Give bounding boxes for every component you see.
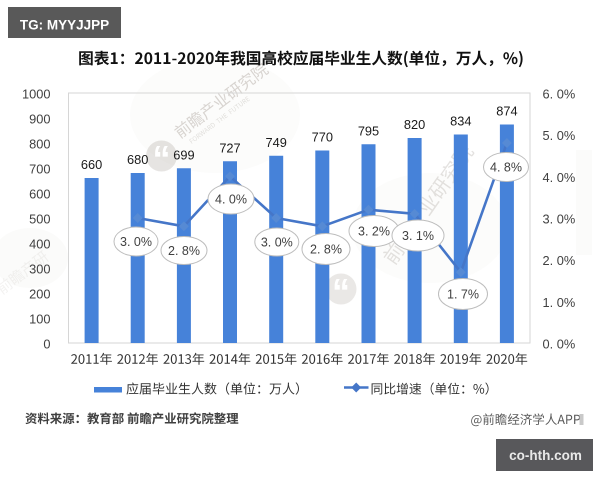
svg-text:“: “ bbox=[153, 138, 171, 179]
svg-text:4. 0%: 4. 0% bbox=[543, 170, 576, 185]
svg-text:5. 0%: 5. 0% bbox=[543, 128, 576, 143]
svg-text:0: 0 bbox=[43, 337, 50, 352]
svg-text:4. 8%: 4. 8% bbox=[490, 161, 522, 175]
svg-text:600: 600 bbox=[29, 187, 50, 202]
svg-text:820: 820 bbox=[404, 117, 425, 132]
svg-text:900: 900 bbox=[29, 112, 50, 127]
svg-text:680: 680 bbox=[127, 152, 148, 167]
svg-text:100: 100 bbox=[29, 312, 50, 327]
svg-text:770: 770 bbox=[312, 130, 333, 145]
svg-text:699: 699 bbox=[173, 147, 194, 162]
svg-text:2. 0%: 2. 0% bbox=[543, 253, 576, 268]
svg-text:1000: 1000 bbox=[22, 87, 50, 102]
svg-text:“: “ bbox=[332, 271, 350, 312]
svg-text:0. 0%: 0. 0% bbox=[543, 337, 576, 352]
svg-text:3. 1%: 3. 1% bbox=[402, 229, 434, 243]
svg-text:300: 300 bbox=[29, 262, 50, 277]
svg-text:2. 8%: 2. 8% bbox=[310, 243, 342, 257]
svg-text:834: 834 bbox=[450, 114, 471, 129]
svg-text:4. 0%: 4. 0% bbox=[215, 193, 247, 207]
svg-text:1. 0%: 1. 0% bbox=[543, 295, 576, 310]
svg-text:TG: MYYJJPP: TG: MYYJJPP bbox=[20, 18, 109, 33]
svg-text:co-hth.com: co-hth.com bbox=[509, 448, 582, 463]
svg-text:700: 700 bbox=[29, 162, 50, 177]
svg-text:6. 0%: 6. 0% bbox=[543, 87, 576, 102]
svg-text:200: 200 bbox=[29, 287, 50, 302]
svg-text:3. 2%: 3. 2% bbox=[358, 225, 390, 239]
svg-text:660: 660 bbox=[81, 157, 102, 172]
svg-text:1. 7%: 1. 7% bbox=[447, 288, 479, 302]
svg-text:3. 0%: 3. 0% bbox=[543, 212, 576, 227]
svg-text:749: 749 bbox=[266, 135, 287, 150]
svg-text:400: 400 bbox=[29, 237, 50, 252]
svg-text:2. 8%: 2. 8% bbox=[168, 244, 200, 258]
svg-text:3. 0%: 3. 0% bbox=[120, 235, 152, 249]
svg-text:800: 800 bbox=[29, 137, 50, 152]
svg-text:727: 727 bbox=[219, 140, 240, 155]
svg-text:3. 0%: 3. 0% bbox=[261, 236, 293, 250]
svg-text:795: 795 bbox=[358, 123, 379, 138]
svg-text:500: 500 bbox=[29, 212, 50, 227]
svg-text:874: 874 bbox=[496, 104, 517, 119]
